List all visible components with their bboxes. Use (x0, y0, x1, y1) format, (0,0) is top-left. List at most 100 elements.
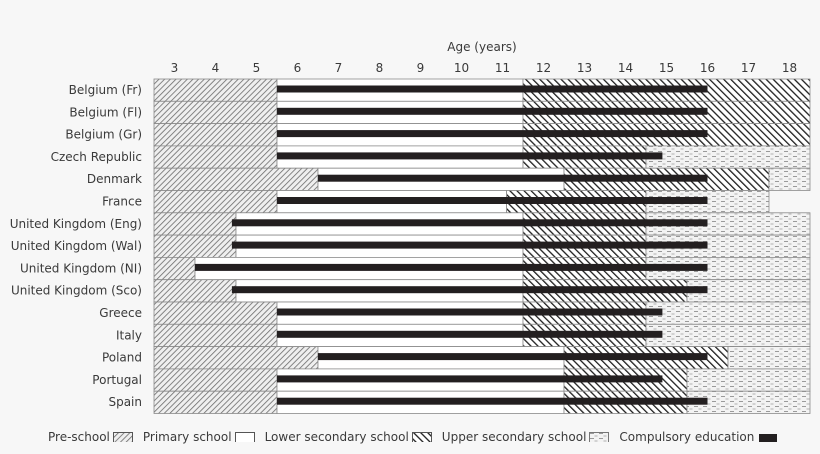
compulsory-swatch-icon (759, 434, 778, 442)
legend-item-lower-secondary: Lower secondary school (265, 430, 432, 444)
x-tick-label: 7 (335, 61, 343, 75)
compulsory-bar (277, 85, 708, 93)
table-row (153, 145, 811, 169)
pre-segment (153, 346, 319, 370)
table-row (153, 323, 811, 347)
x-tick-label: 17 (741, 61, 756, 75)
country-label: United Kingdom (NI) (20, 261, 142, 275)
pre-segment (153, 123, 278, 147)
upper-segment (727, 346, 811, 370)
pre-segment (153, 234, 237, 258)
x-tick-label: 14 (618, 61, 633, 75)
pre-segment (153, 212, 237, 236)
country-label: Czech Republic (51, 150, 142, 164)
pre-segment (153, 323, 278, 347)
table-row (153, 368, 811, 392)
x-tick-label: 6 (294, 61, 302, 75)
table-row (153, 301, 811, 325)
x-tick-label: 3 (171, 61, 179, 75)
table-row (153, 212, 811, 236)
table-row (153, 167, 811, 191)
legend-label: Lower secondary school (264, 430, 409, 444)
x-tick-label: 4 (212, 61, 220, 75)
x-tick-label: 18 (782, 61, 797, 75)
x-axis-title: Age (years) (447, 40, 516, 54)
y-axis-labels: Belgium (Fr) Belgium (Fl) Belgium (Gr) Czec… (10, 83, 142, 409)
country-label: Denmark (87, 172, 142, 186)
country-label: United Kingdom (Eng) (10, 217, 142, 231)
table-row (153, 279, 811, 303)
pre-segment (153, 279, 237, 303)
x-tick-label: 12 (536, 61, 551, 75)
pre-segment (153, 301, 278, 325)
table-row (153, 256, 811, 281)
compulsory-bar (277, 130, 708, 138)
compulsory-bar (195, 263, 708, 271)
pre-school-swatch-icon (112, 432, 133, 442)
country-label: United Kingdom (Sco) (11, 284, 142, 298)
primary-school-swatch-icon (234, 432, 255, 442)
compulsory-bar (277, 197, 708, 204)
table-row (153, 123, 811, 147)
legend-label: Compulsory education (619, 430, 755, 444)
x-tick-label: 15 (659, 61, 674, 75)
legend-item-primary-school: Primary school (143, 430, 255, 444)
legend-label: Pre-school (48, 430, 110, 444)
x-tick-label: 11 (495, 61, 510, 75)
compulsory-bar (277, 330, 663, 338)
pre-segment (153, 190, 278, 214)
legend-item-pre-school: Pre-school (48, 430, 133, 444)
table-row (153, 78, 811, 102)
legend-item-compulsory: Compulsory education (619, 430, 778, 444)
table-row (153, 100, 811, 125)
compulsory-bar (231, 286, 708, 294)
legend-label: Primary school (142, 430, 232, 444)
country-label: Belgium (Fl) (69, 105, 142, 119)
pre-segment (153, 256, 196, 281)
country-label: Greece (99, 306, 142, 320)
country-label: Belgium (Gr) (65, 128, 142, 142)
legend-item-upper-secondary: Upper secondary school (442, 430, 610, 444)
pre-segment (153, 368, 278, 392)
pre-segment (153, 390, 278, 414)
chart-rows (153, 78, 811, 414)
x-tick-label: 8 (376, 61, 384, 75)
legend: Pre-school Primary school Lower secondar… (48, 428, 787, 446)
country-label: Portugal (92, 373, 142, 387)
country-label: Spain (108, 395, 142, 409)
pre-segment (153, 100, 278, 125)
x-tick-label: 9 (417, 61, 425, 75)
country-label: United Kingdom (Wal) (11, 239, 142, 253)
x-tick-label: 5 (253, 61, 261, 75)
compulsory-bar (231, 241, 708, 249)
compulsory-bar (277, 375, 663, 383)
x-tick-label: 13 (577, 61, 592, 75)
x-axis-ticks: 3 4 5 6 7 8 9 10 11 12 13 14 15 16 17 18 (171, 61, 797, 75)
table-row (153, 346, 811, 370)
country-label: France (102, 195, 142, 209)
upper-segment (645, 301, 811, 325)
compulsory-bar (277, 107, 708, 115)
country-label: Belgium (Fr) (69, 83, 142, 97)
x-tick-label: 16 (700, 61, 715, 75)
compulsory-bar (318, 174, 708, 182)
table-row (153, 234, 811, 258)
lower-secondary-swatch-icon (411, 432, 432, 442)
compulsory-bar (277, 308, 663, 316)
table-row (153, 390, 811, 414)
compulsory-bar (318, 353, 708, 361)
upper-segment (645, 145, 811, 169)
country-label: Italy (116, 328, 142, 342)
pre-segment (153, 167, 319, 191)
compulsory-bar (231, 219, 708, 227)
x-tick-label: 10 (454, 61, 469, 75)
legend-label: Upper secondary school (441, 430, 587, 444)
upper-segment (686, 368, 811, 392)
pre-segment (153, 78, 278, 102)
pre-segment (153, 145, 278, 169)
compulsory-bar (277, 397, 708, 405)
table-row (153, 190, 770, 214)
compulsory-bar (277, 152, 663, 160)
upper-segment (768, 167, 811, 191)
